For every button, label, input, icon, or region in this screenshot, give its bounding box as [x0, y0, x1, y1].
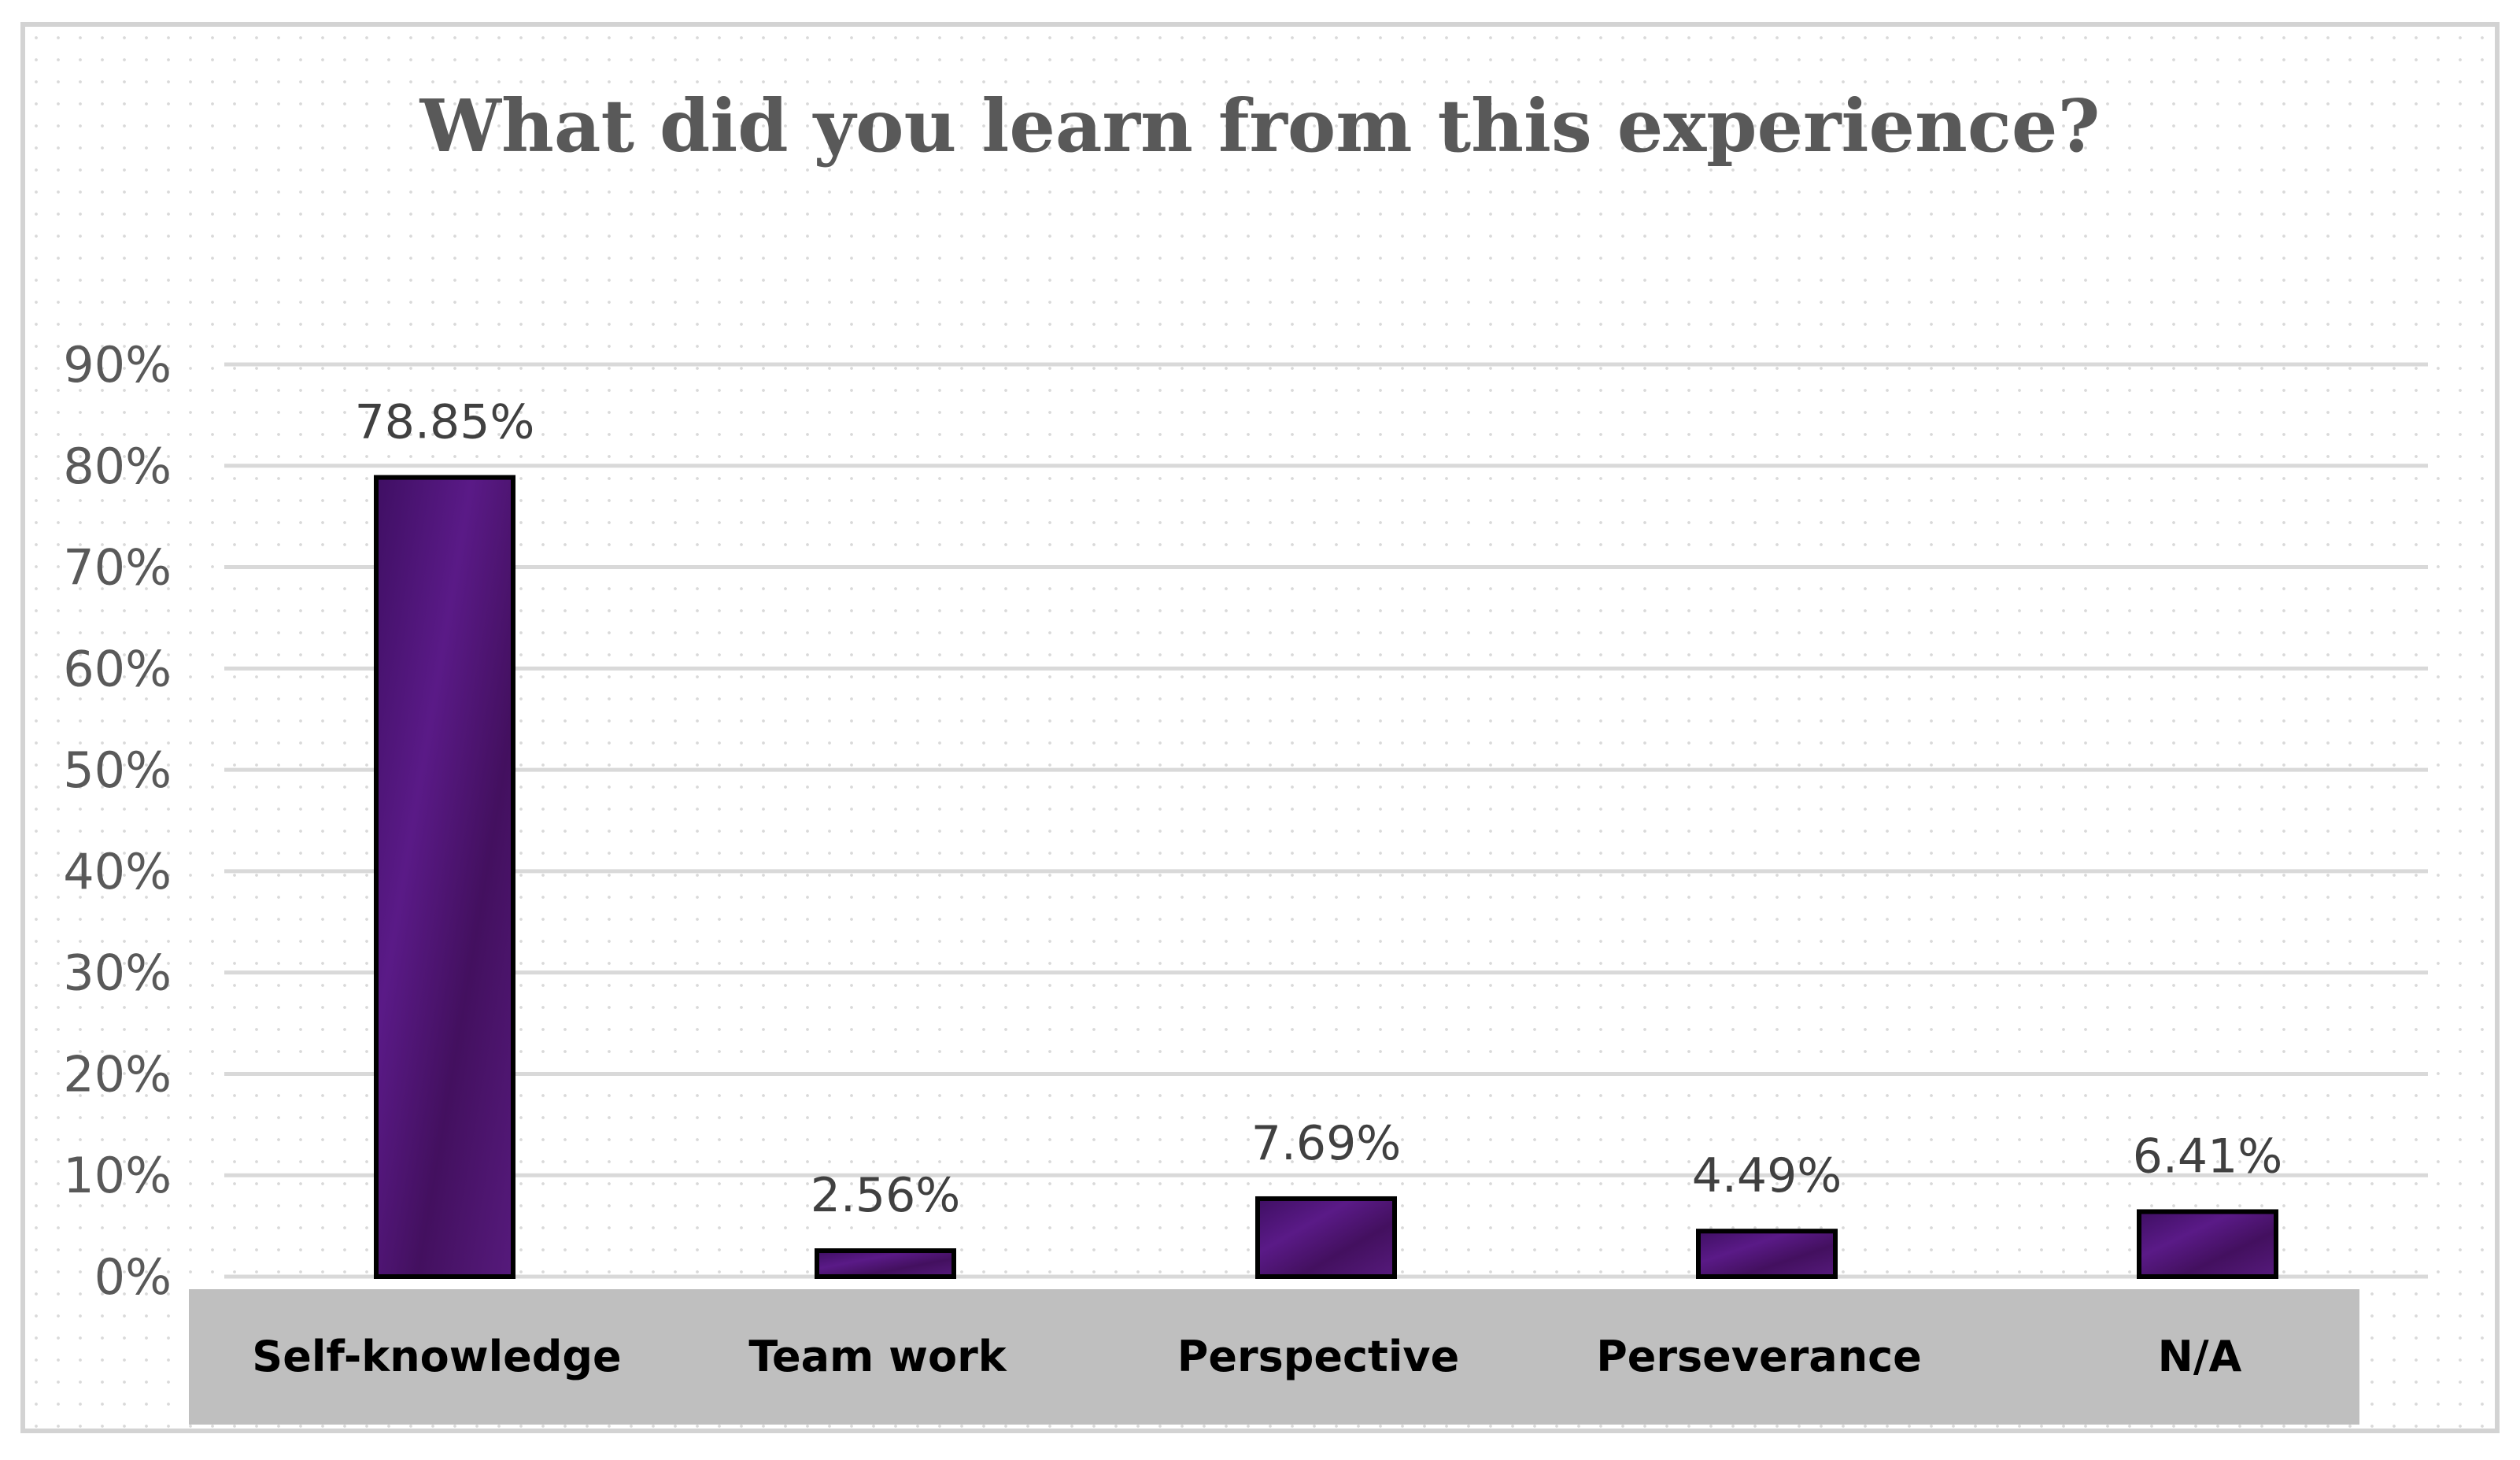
y-tick-label: 60%: [63, 640, 172, 697]
bar: [374, 475, 515, 1279]
category-label: Team work: [748, 1332, 1007, 1381]
y-tick-label: 50%: [63, 741, 172, 799]
bar: [1255, 1196, 1397, 1279]
data-label: 6.41%: [2133, 1129, 2283, 1184]
category-label: Perspective: [1177, 1332, 1459, 1381]
y-tick-label: 20%: [63, 1045, 172, 1103]
y-tick-label: 80%: [63, 438, 172, 495]
y-tick-label: 0%: [94, 1248, 172, 1306]
data-labels: 78.85% 2.56% 7.69% 4.49% 6.41%: [355, 395, 2283, 1223]
category-label: N/A: [2158, 1332, 2242, 1381]
data-label: 78.85%: [355, 395, 535, 450]
chart-title: What did you learn from this experience?: [419, 83, 2101, 168]
y-tick-label: 30%: [63, 944, 172, 1002]
y-tick-label: 40%: [63, 843, 172, 900]
gridlines: [224, 362, 2428, 1279]
category-label: Self-knowledge: [252, 1332, 621, 1381]
bar: [815, 1248, 956, 1279]
y-tick-label: 70%: [63, 539, 172, 597]
data-label: 7.69%: [1251, 1116, 1402, 1171]
y-tick-label: 10%: [63, 1147, 172, 1204]
category-labels: Self-knowledge Team work Perspective Persev…: [252, 1332, 2241, 1381]
category-axis-band: [189, 1289, 2359, 1425]
bar: [2137, 1209, 2278, 1280]
data-label: 2.56%: [811, 1168, 961, 1223]
y-tick-label: 90%: [63, 336, 172, 394]
category-label: Perseverance: [1596, 1332, 1922, 1381]
bars: [374, 475, 2278, 1280]
data-label: 4.49%: [1692, 1148, 1842, 1203]
y-axis-tick-labels: 0% 10% 20% 30% 40% 50% 60% 70% 80% 90%: [63, 336, 172, 1306]
bar: [1696, 1229, 1838, 1280]
